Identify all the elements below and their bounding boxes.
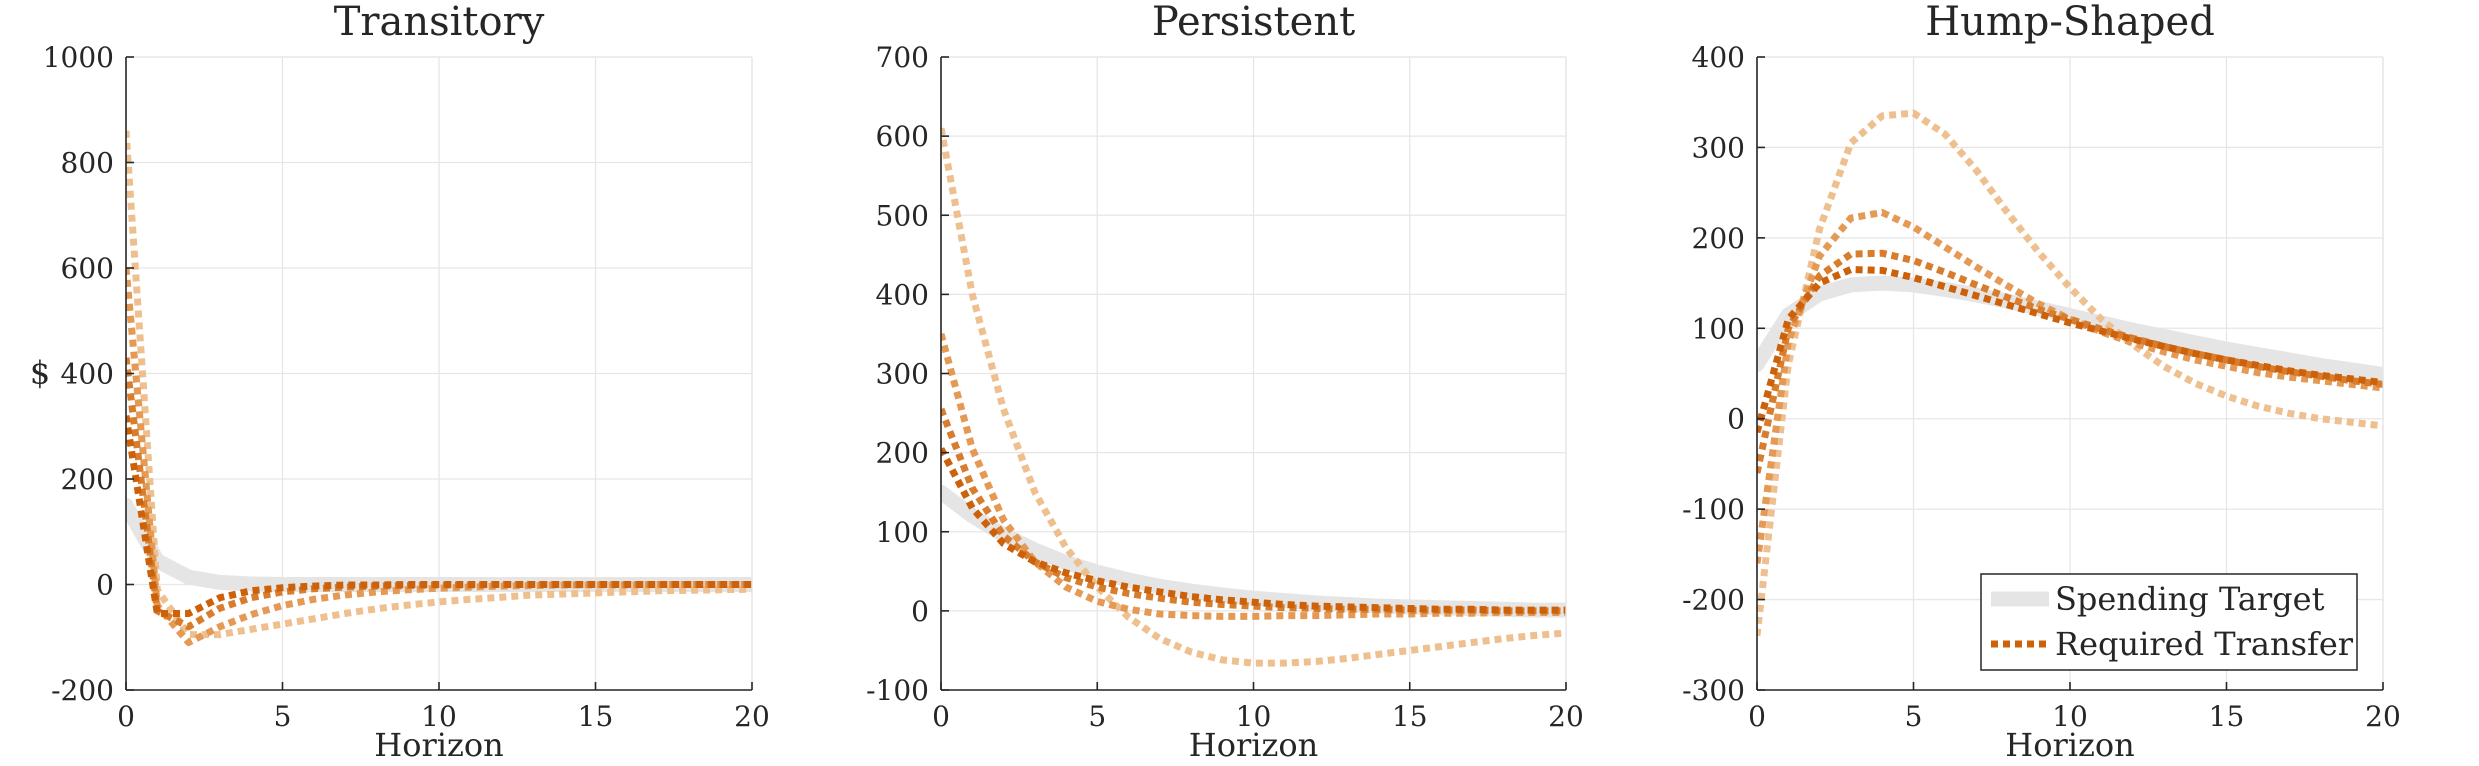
series-group [941, 127, 1566, 667]
series-group [126, 130, 752, 646]
y-tick-label: -100 [1682, 493, 1745, 526]
y-tick-label: 300 [876, 358, 929, 391]
y-tick-label: 100 [876, 516, 929, 549]
chart-title: Hump-Shaped [1925, 0, 2215, 45]
x-tick-label: 10 [421, 700, 457, 733]
x-tick-label: 5 [1088, 700, 1106, 733]
series-line-required-transfer [126, 130, 752, 639]
x-tick-label: 20 [734, 700, 770, 733]
y-tick-label: 400 [876, 278, 929, 311]
y-tick-label: 600 [876, 120, 929, 153]
y-tick-label: 1000 [43, 41, 114, 74]
x-axis-label: Horizon [374, 726, 503, 764]
x-tick-label: 10 [2052, 700, 2088, 733]
series-line-spending-target [1757, 275, 2383, 382]
y-tick-label: -300 [1682, 674, 1745, 707]
x-axis-label: Horizon [1189, 726, 1318, 764]
series-group [1757, 109, 2383, 637]
y-tick-label: 0 [96, 569, 114, 602]
y-tick-label: -200 [51, 674, 114, 707]
y-tick-label: 600 [61, 252, 114, 285]
chart-panel-1: 0 5 10 15 20-20002004006008001000TransitoryH… [30, 0, 770, 764]
y-tick-label: 400 [1692, 41, 1745, 74]
legend-label-spending-target: Spending Target [2055, 580, 2325, 618]
x-axis-label: Horizon [2005, 726, 2134, 764]
x-tick-label: 15 [578, 700, 614, 733]
series-line-required-transfer [1757, 249, 2383, 474]
y-tick-label: 200 [61, 463, 114, 496]
x-tick-label: 0 [117, 700, 135, 733]
y-tick-label: 100 [1692, 312, 1745, 345]
legend-label-required-transfer: Required Transfer [2055, 625, 2354, 663]
y-tick-label: 200 [876, 437, 929, 470]
series-line-required-transfer [1757, 266, 2383, 434]
x-tick-label: 0 [932, 700, 950, 733]
y-tick-label: 400 [61, 358, 114, 391]
y-tick-label: -100 [866, 674, 929, 707]
y-axis-label: $ [30, 354, 50, 392]
series-line-required-transfer [126, 415, 752, 617]
legend: Spending Target Required Transfer [1980, 573, 2358, 671]
series-line-required-transfer [941, 447, 1566, 614]
x-tick-label: 20 [1548, 700, 1584, 733]
x-tick-label: 15 [2209, 700, 2245, 733]
x-tick-label: 0 [1748, 700, 1766, 733]
y-tick-label: 300 [1692, 131, 1745, 164]
series-line-required-transfer [1757, 109, 2383, 637]
series-line-required-transfer [1757, 209, 2383, 564]
x-tick-label: 5 [274, 700, 292, 733]
chart-title: Transitory [334, 0, 545, 45]
x-tick-label: 15 [1392, 700, 1428, 733]
x-tick-label: 5 [1905, 700, 1923, 733]
chart-title: Persistent [1152, 0, 1355, 45]
legend-box [1980, 573, 2358, 671]
x-tick-label: 10 [1236, 700, 1272, 733]
y-tick-label: 700 [876, 41, 929, 74]
x-tick-label: 20 [2365, 700, 2401, 733]
y-tick-label: 200 [1692, 222, 1745, 255]
chart-panel-2: 0 5 10 15 20-1000100200300400500600700Persis… [866, 0, 1584, 764]
series-line-required-transfer [941, 127, 1566, 667]
y-tick-label: 500 [876, 199, 929, 232]
series-line-required-transfer [126, 357, 752, 631]
y-tick-label: 0 [911, 595, 929, 628]
y-tick-label: 800 [61, 147, 114, 180]
y-tick-label: -200 [1682, 584, 1745, 617]
y-tick-label: 0 [1727, 403, 1745, 436]
